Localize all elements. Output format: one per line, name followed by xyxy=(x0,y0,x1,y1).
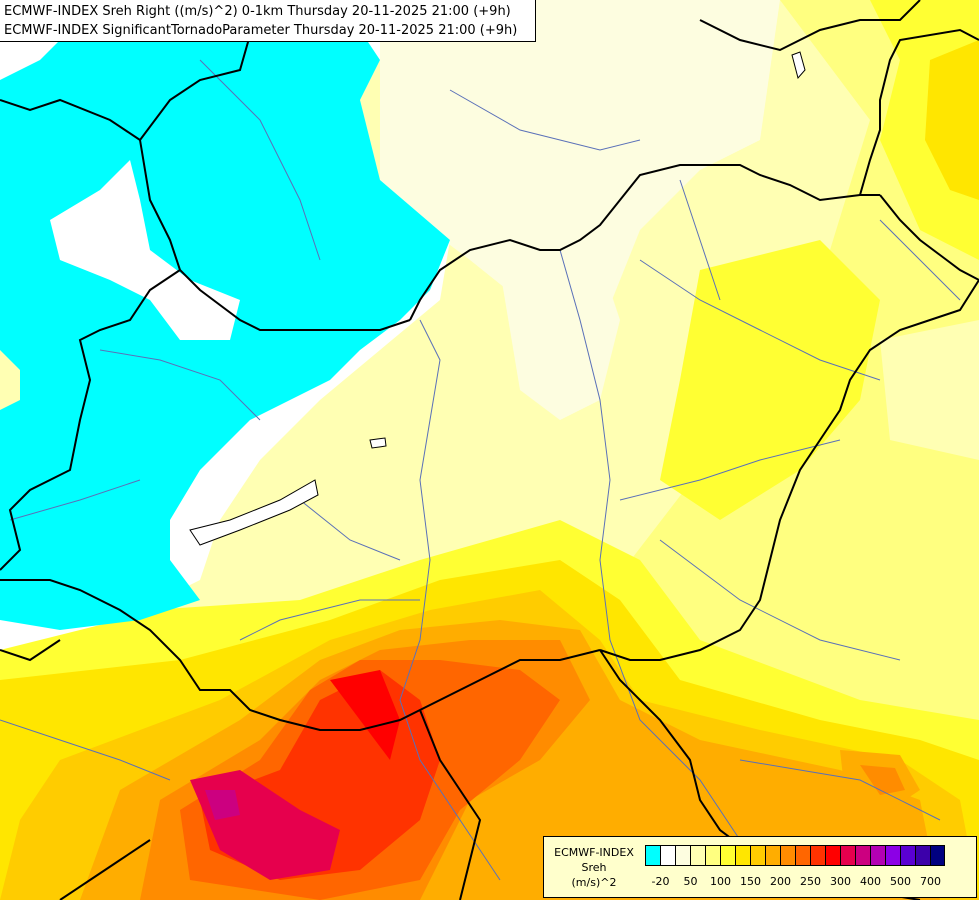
legend-swatches xyxy=(645,845,945,866)
rivers xyxy=(0,59,961,881)
legend-swatch xyxy=(930,845,945,866)
legend-swatch xyxy=(750,845,765,866)
legend-swatch xyxy=(690,845,705,866)
title-line-sreh: ECMWF-INDEX Sreh Right ((m/s)^2) 0-1km T… xyxy=(4,4,511,19)
field-white-pocket xyxy=(50,160,240,340)
legend-tick-label: 100 xyxy=(710,875,731,888)
legend-swatch xyxy=(840,845,855,866)
legend-tick-label: 700 xyxy=(920,875,941,888)
legend-swatch xyxy=(900,845,915,866)
map-title-box: ECMWF-INDEX Sreh Right ((m/s)^2) 0-1km T… xyxy=(0,0,536,42)
legend-ticks: -20 50 100 150 200 250 300 400 500 700 xyxy=(645,875,975,891)
field-pale-pocket xyxy=(0,350,20,410)
legend-swatch xyxy=(780,845,795,866)
legend-model-label: ECMWF-INDEX xyxy=(554,846,634,859)
legend-tick-label: 50 xyxy=(683,875,698,888)
legend-swatch xyxy=(855,845,870,866)
color-legend: ECMWF-INDEX Sreh (m/s)^2 -20 50 100 150 200 2… xyxy=(543,836,977,898)
legend-swatch xyxy=(660,845,675,866)
legend-tick-label: 500 xyxy=(890,875,911,888)
legend-swatch xyxy=(870,845,885,866)
legend-swatch xyxy=(705,845,720,866)
legend-swatch xyxy=(765,845,780,866)
legend-swatch xyxy=(720,845,735,866)
legend-unit-label: (m/s)^2 xyxy=(571,876,617,889)
title-line-stp: ECMWF-INDEX SignificantTornadoParameter … xyxy=(4,23,518,38)
field-yellow-east xyxy=(660,240,880,520)
legend-swatch xyxy=(675,845,690,866)
legend-tick-label: 200 xyxy=(770,875,791,888)
legend-swatch xyxy=(735,845,750,866)
small-lake-mid xyxy=(369,437,387,449)
field-pale-north xyxy=(380,0,780,380)
legend-swatch xyxy=(810,845,825,866)
field-pale-mid xyxy=(500,260,620,420)
legend-swatch xyxy=(645,845,660,866)
legend-tick-label: -20 xyxy=(651,875,670,888)
field-purple-core xyxy=(205,790,240,820)
legend-tick-label: 300 xyxy=(830,875,851,888)
legend-swatch xyxy=(795,845,810,866)
legend-variable-label: Sreh xyxy=(581,861,607,874)
legend-swatch xyxy=(885,845,900,866)
field-pale-east xyxy=(880,320,979,460)
small-lake-north xyxy=(791,51,806,80)
lake xyxy=(189,479,319,546)
legend-swatch xyxy=(825,845,840,866)
legend-tick-label: 250 xyxy=(800,875,821,888)
legend-swatch xyxy=(915,845,930,866)
legend-tick-label: 400 xyxy=(860,875,881,888)
field-crimson-south xyxy=(330,670,400,760)
field-darkorange-southeast xyxy=(860,765,905,795)
field-gold-northeast xyxy=(925,40,979,200)
legend-tick-label: 150 xyxy=(740,875,761,888)
legend-label: ECMWF-INDEX Sreh (m/s)^2 xyxy=(548,845,640,890)
